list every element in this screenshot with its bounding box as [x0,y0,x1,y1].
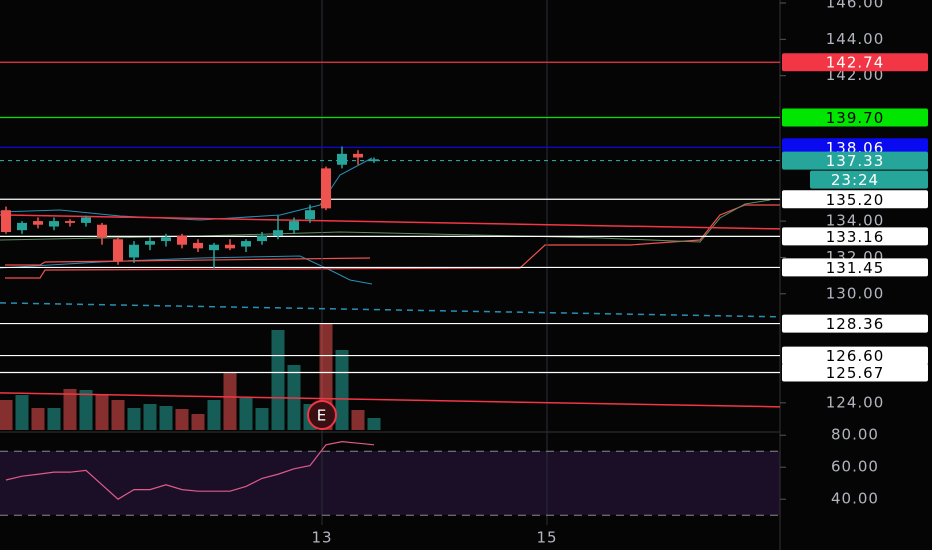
y-tick-label: 124.00 [826,393,885,411]
earnings-badge [307,400,337,430]
price-tag-label: 131.45 [826,259,885,277]
candle-body [113,239,123,262]
candle-body [225,244,235,249]
price-tag-label: 126.60 [826,347,885,365]
rsi-y-tick-label: 80.00 [831,426,879,444]
price-tag-label: 139.70 [826,109,885,127]
candle-body [81,217,91,223]
y-tick-label: 134.00 [826,212,885,230]
rsi-y-tick-label: 40.00 [831,490,879,508]
price-tag [782,346,928,365]
countdown-label: 23:24 [831,171,879,189]
volume-bar [191,414,205,430]
price-tag-label: 137.33 [826,152,885,170]
volume-bar [111,400,125,430]
candle-body [369,159,379,162]
price-tag-label: 142.74 [826,54,885,72]
rsi-line [5,440,375,500]
candle-body [49,221,59,227]
price-tag [782,227,928,246]
price-tag [782,190,928,209]
earnings-badge-label: E [317,407,327,425]
volume-bar [31,408,45,430]
candle-body [177,235,187,245]
candle-body [33,221,43,225]
volume-bar [63,389,77,430]
price-tag-label: 128.36 [826,315,885,333]
indicator-line [0,157,373,221]
indicator-line [0,255,373,285]
x-tick-label: 15 [536,529,557,547]
price-tag-label: 135.20 [826,191,885,209]
candle-body [209,244,219,251]
volume-bar [175,409,189,430]
candle-body [241,241,251,247]
candle-body [145,241,155,245]
price-tag [782,151,928,170]
candle-body [353,153,363,158]
volume-bar [95,395,109,430]
volume-bar [271,330,285,430]
volume-bar [79,390,93,430]
candle-body [273,230,283,236]
candle-body [97,224,107,238]
volume-bar [159,406,173,430]
candle-body [305,210,315,220]
countdown-tag [810,170,928,189]
price-tag [782,53,928,72]
price-tag-label: 125.67 [826,364,885,382]
trendline [0,214,781,230]
volume-bar [367,418,381,430]
x-tick-label: 13 [311,529,332,547]
rsi-y-tick-label: 60.00 [831,458,879,476]
trendline [0,392,781,408]
price-tag-label: 133.16 [826,228,885,246]
price-tag [782,314,928,333]
volume-bar [255,408,269,430]
price-tag [782,258,928,277]
candle-body [65,221,75,223]
y-tick-label: 144.00 [826,30,885,48]
volume-bar [207,400,221,430]
price-tag [782,108,928,127]
candle-body [17,222,27,231]
volume-bar [351,410,365,430]
volume-bar [239,398,253,430]
candle-body [129,244,139,258]
candle-body [321,168,331,209]
candle-body [289,221,299,231]
candle-body [161,237,171,242]
rsi-band-fill [0,451,780,515]
volume-bar [15,395,29,430]
y-tick-label: 130.00 [826,284,885,302]
indicator-line [5,204,780,279]
y-tick-label: 146.00 [826,0,885,11]
volume-bar [223,372,237,430]
volume-bar [0,400,13,430]
price-tag [782,363,928,382]
indicator-line [0,199,771,243]
volume-bar [335,350,349,430]
volume-bar [127,408,141,430]
candle-body [257,235,267,242]
candle-body [337,153,347,165]
trendline [0,302,781,318]
candle-body [193,242,203,249]
candle-body [1,210,11,232]
volume-bar [143,404,157,430]
volume-bar [47,408,61,430]
